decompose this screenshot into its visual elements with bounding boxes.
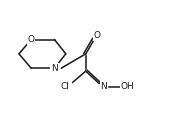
Text: N: N [101, 82, 107, 91]
Text: O: O [28, 35, 35, 44]
Text: N: N [51, 64, 58, 72]
Text: O: O [94, 31, 101, 40]
Text: Cl: Cl [61, 82, 69, 91]
Text: OH: OH [121, 82, 134, 91]
